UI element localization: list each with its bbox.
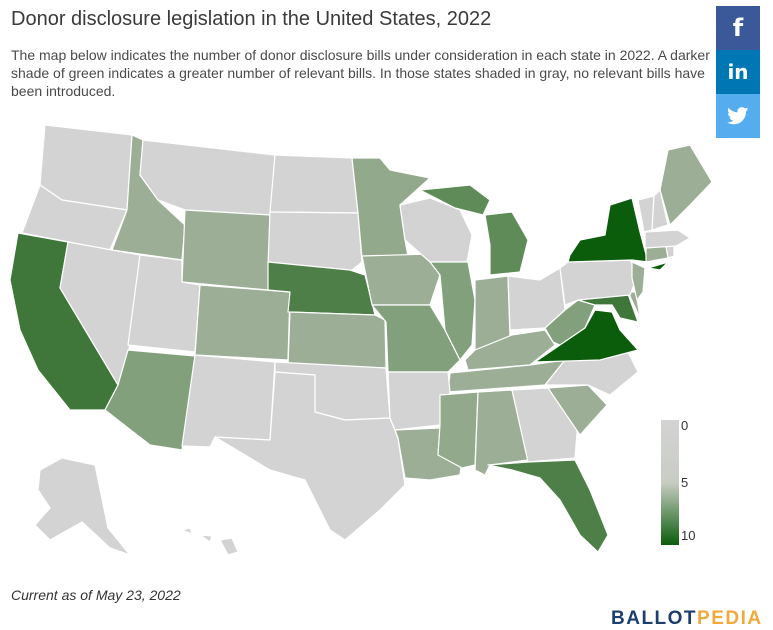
currency-note: Current as of May 23, 2022 xyxy=(11,587,181,603)
facebook-icon: f xyxy=(732,14,744,42)
state-new-york[interactable] xyxy=(567,197,669,271)
state-south-dakota[interactable] xyxy=(267,211,363,273)
twitter-share-button[interactable]: 🐦 xyxy=(716,94,760,138)
state-iowa[interactable] xyxy=(361,253,441,306)
twitter-icon xyxy=(727,107,749,125)
state-oregon[interactable] xyxy=(21,184,128,251)
ballotpedia-logo[interactable]: BALLOTPEDIA xyxy=(611,608,763,630)
logo-part-ballot: BALLOT xyxy=(611,608,698,629)
state-michigan[interactable] xyxy=(419,184,529,276)
state-north-dakota[interactable] xyxy=(269,154,359,214)
state-florida[interactable] xyxy=(487,459,609,553)
state-new-hampshire[interactable] xyxy=(651,189,669,231)
state-new-jersey[interactable] xyxy=(631,261,646,301)
map-description: The map below indicates the number of do… xyxy=(11,47,710,99)
state-wyoming[interactable] xyxy=(181,209,271,291)
state-connecticut[interactable] xyxy=(645,245,669,263)
state-west-virginia[interactable] xyxy=(544,299,596,346)
state-south-carolina[interactable] xyxy=(547,384,608,436)
state-maine[interactable] xyxy=(659,144,713,226)
state-rhode-island[interactable] xyxy=(665,245,675,259)
state-new-mexico[interactable] xyxy=(181,354,276,448)
state-colorado[interactable] xyxy=(194,284,291,361)
legend-mid-label: 5 xyxy=(681,475,689,490)
state-hawaii[interactable] xyxy=(181,527,239,556)
legend-max-label: 10 xyxy=(681,528,696,543)
linkedin-share-button[interactable]: in xyxy=(716,50,760,94)
social-share-bar: f in 🐦 xyxy=(716,6,760,138)
page-title: Donor disclosure legislation in the Unit… xyxy=(11,8,492,30)
state-wisconsin[interactable] xyxy=(399,197,473,263)
state-massachusetts[interactable] xyxy=(644,229,691,249)
us-states-map xyxy=(9,124,713,556)
state-texas[interactable] xyxy=(214,371,406,541)
state-alaska[interactable] xyxy=(34,457,131,556)
state-virginia[interactable] xyxy=(534,309,639,363)
state-kansas[interactable] xyxy=(287,311,387,369)
state-illinois[interactable] xyxy=(429,261,476,361)
legend-min-label: 0 xyxy=(681,418,689,433)
legend-gradient-bar xyxy=(661,420,679,545)
linkedin-icon: in xyxy=(727,60,749,84)
facebook-share-button[interactable]: f xyxy=(716,6,760,50)
state-mississippi[interactable] xyxy=(437,391,479,469)
logo-part-pedia: PEDIA xyxy=(697,608,763,629)
state-missouri[interactable] xyxy=(371,304,461,373)
